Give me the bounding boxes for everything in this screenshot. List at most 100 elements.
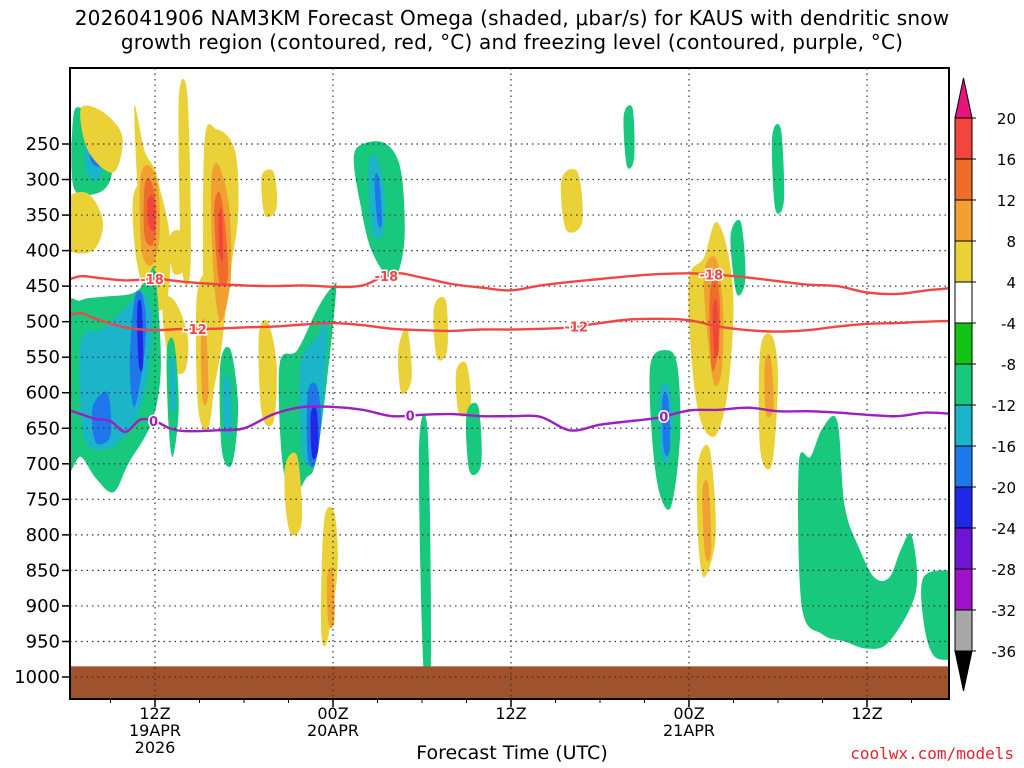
colorbar-label-11: -28 bbox=[992, 561, 1017, 579]
colorbar-label-5: -4 bbox=[1001, 315, 1016, 333]
contour-label-2-1: 0 bbox=[406, 409, 415, 424]
contour-label-1-0: -12 bbox=[183, 323, 207, 338]
y-tick-label-750: 750 bbox=[26, 489, 60, 510]
y-tick-label-500: 500 bbox=[26, 312, 60, 333]
contour-label-1-1: -12 bbox=[565, 320, 589, 335]
colorbar-label-6: -8 bbox=[1001, 356, 1016, 374]
contour-label-0-2: -18 bbox=[700, 268, 724, 283]
colorbar-bin-2 bbox=[954, 199, 973, 242]
omega-area-43 bbox=[455, 361, 472, 417]
ground-fill bbox=[71, 666, 949, 699]
colorbar-bin-0 bbox=[954, 117, 973, 160]
omega-area-45 bbox=[560, 168, 583, 233]
contour-line-0 bbox=[71, 271, 949, 296]
y-tick-label-250: 250 bbox=[26, 134, 60, 155]
chart-title: 2026041906 NAM3KM Forecast Omega (shaded… bbox=[0, 6, 1024, 54]
x-tick-label-36-0: 12Z bbox=[495, 704, 526, 723]
colorbar-label-7: -12 bbox=[992, 397, 1017, 415]
omega-area-63 bbox=[974, 382, 992, 446]
colorbar-under-arrow bbox=[954, 650, 973, 692]
y-tick-label-800: 800 bbox=[26, 525, 60, 546]
omega-area-9 bbox=[71, 192, 104, 254]
omega-area-46 bbox=[623, 105, 635, 169]
omega-area-53 bbox=[712, 299, 719, 358]
y-tick-label-600: 600 bbox=[26, 383, 60, 404]
omega-area-34 bbox=[284, 452, 303, 536]
contour-line-1 bbox=[71, 311, 949, 333]
omega-area-42 bbox=[433, 296, 448, 361]
colorbar: 20 16 12 8 4 -4 -8 -12 -16 -20 -24 -28 -32 -36 bbox=[954, 77, 1017, 692]
omega-area-39 bbox=[374, 173, 383, 228]
contour-line-2 bbox=[71, 405, 949, 433]
colorbar-label-12: -32 bbox=[992, 602, 1017, 620]
y-tick-label-650: 650 bbox=[26, 418, 60, 439]
x-tick-label-24-1: 20APR bbox=[307, 721, 359, 740]
omega-area-28 bbox=[261, 169, 278, 218]
omega-area-19 bbox=[169, 356, 176, 415]
x-tick-label-48-0: 00Z bbox=[673, 704, 704, 723]
colorbar-bin-8 bbox=[954, 445, 973, 488]
colorbar-label-9: -20 bbox=[992, 479, 1017, 497]
title-line-1: 2026041906 NAM3KM Forecast Omega (shaded… bbox=[74, 6, 950, 30]
omega-area-25 bbox=[200, 318, 209, 406]
omega-area-54 bbox=[730, 219, 746, 296]
temperature-contours: -18 -18 -18 -12 -12 0 0 0 bbox=[71, 267, 949, 433]
x-tick-label-60-0: 12Z bbox=[851, 704, 882, 723]
plot-frame bbox=[69, 67, 950, 700]
omega-shading bbox=[71, 78, 992, 695]
title-line-2: growth region (contoured, red, °C) and f… bbox=[120, 30, 904, 54]
colorbar-label-13: -36 bbox=[992, 643, 1017, 661]
x-tick-label-12-0: 12Z bbox=[139, 704, 170, 723]
colorbar-bin-6 bbox=[954, 363, 973, 406]
y-tick-label-950: 950 bbox=[26, 631, 60, 652]
x-tick-label-12-1: 19APR bbox=[129, 721, 181, 740]
omega-area-11 bbox=[169, 229, 186, 275]
watermark[interactable]: coolwx.com/models bbox=[850, 744, 1014, 763]
omega-area-60 bbox=[798, 415, 918, 649]
contour-label-0-1: -18 bbox=[375, 270, 399, 285]
colorbar-bin-7 bbox=[954, 404, 973, 447]
omega-area-15 bbox=[137, 299, 144, 372]
y-tick-label-900: 900 bbox=[26, 596, 60, 617]
omega-area-3 bbox=[80, 105, 123, 173]
omega-area-44 bbox=[465, 402, 482, 476]
y-tick-label-550: 550 bbox=[26, 347, 60, 368]
colorbar-over-arrow bbox=[954, 77, 973, 119]
omega-area-27 bbox=[222, 375, 233, 437]
ground-rect bbox=[71, 666, 949, 699]
omega-area-57 bbox=[771, 123, 785, 214]
contour-label-2-2: 0 bbox=[659, 411, 668, 426]
omega-area-16 bbox=[91, 391, 112, 445]
colorbar-bin-4 bbox=[954, 281, 973, 324]
colorbar-bin-10 bbox=[954, 527, 973, 570]
colorbar-label-0: 20 bbox=[997, 110, 1016, 128]
colorbar-label-10: -24 bbox=[992, 520, 1017, 538]
omega-area-23 bbox=[218, 207, 224, 262]
omega-area-41 bbox=[418, 413, 432, 695]
y-tick-label-400: 400 bbox=[26, 241, 60, 262]
colorbar-label-1: 16 bbox=[997, 151, 1016, 169]
omega-area-33 bbox=[310, 407, 319, 460]
omega-area-49 bbox=[662, 392, 670, 456]
colorbar-bin-11 bbox=[954, 568, 973, 611]
omega-area-8 bbox=[147, 195, 156, 232]
y-tick-label-350: 350 bbox=[26, 205, 60, 226]
gridlines bbox=[70, 68, 949, 699]
x-axis-title: Forecast Time (UTC) bbox=[416, 742, 608, 764]
colorbar-label-8: -16 bbox=[992, 438, 1017, 456]
omega-area-29 bbox=[258, 319, 277, 427]
omega-area-59 bbox=[764, 353, 774, 418]
contour-label-0-0: -18 bbox=[140, 273, 164, 288]
colorbar-label-3: 8 bbox=[1006, 233, 1016, 251]
omega-area-56 bbox=[702, 480, 712, 562]
y-tick-label-850: 850 bbox=[26, 560, 60, 581]
colorbar-label-2: 12 bbox=[997, 192, 1016, 210]
y-tick-label-450: 450 bbox=[26, 276, 60, 297]
y-tick-label-1000: 1000 bbox=[14, 667, 60, 688]
colorbar-bin-1 bbox=[954, 158, 973, 201]
colorbar-bin-5 bbox=[954, 322, 973, 365]
y-axis: 250 300 350 400 450 500 550 600 650 700 750 800 850 9… bbox=[14, 134, 70, 688]
x-tick-label-24-0: 00Z bbox=[317, 704, 348, 723]
